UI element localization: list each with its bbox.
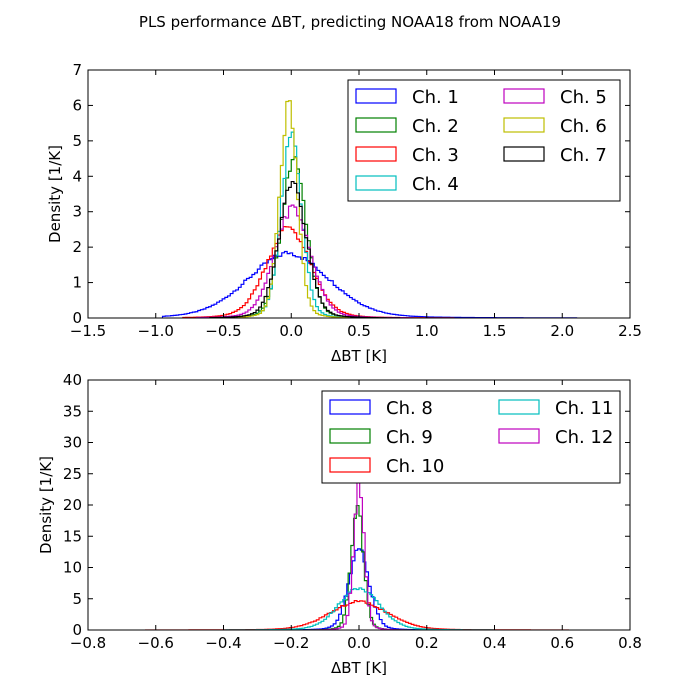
x-axis-label: ΔBT [K]	[331, 659, 387, 677]
legend-entry: Ch. 11	[555, 398, 613, 419]
y-tick-label: 0	[72, 621, 82, 639]
legend: Ch. 8 Ch. 9 Ch. 10 Ch. 11 Ch. 12	[321, 390, 621, 484]
x-tick-label: −0.4	[205, 634, 241, 652]
x-tick-label: −1.0	[138, 322, 174, 340]
y-tick-label: 35	[63, 402, 82, 420]
legend-swatch	[329, 457, 371, 473]
legend-entry: Ch. 1	[412, 87, 459, 108]
legend-box	[321, 390, 621, 484]
x-tick-label: 0.6	[550, 634, 574, 652]
legend-entry: Ch. 10	[386, 456, 444, 477]
y-tick-label: 40	[63, 371, 82, 389]
y-tick-label: 5	[72, 590, 82, 608]
legend-swatch	[503, 88, 545, 104]
legend: Ch. 1 Ch. 2 Ch. 3 Ch. 4 Ch. 5 Ch. 6 Ch. 7	[347, 79, 621, 202]
legend-swatch	[329, 399, 371, 415]
legend-entry: Ch. 2	[412, 116, 459, 137]
legend-entry: Ch. 5	[560, 87, 607, 108]
x-tick-label: 1.0	[415, 322, 439, 340]
legend-entry: Ch. 3	[412, 145, 459, 166]
y-tick-label: 10	[63, 559, 82, 577]
figure-title: PLS performance ΔBT, predicting NOAA18 f…	[139, 13, 561, 31]
legend-swatch	[503, 117, 545, 133]
x-tick-label: −0.5	[205, 322, 241, 340]
x-axis-label: ΔBT [K]	[331, 347, 387, 365]
legend-swatch	[329, 428, 371, 444]
legend-swatch	[498, 428, 540, 444]
legend-entry: Ch. 4	[412, 174, 459, 195]
legend-swatch	[355, 175, 397, 191]
x-tick-label: −0.6	[138, 634, 174, 652]
y-tick-label: 15	[63, 527, 82, 545]
legend-entry: Ch. 12	[555, 427, 613, 448]
legend-entry: Ch. 9	[386, 427, 433, 448]
x-tick-label: 2.0	[550, 322, 574, 340]
x-tick-label: 0.5	[347, 322, 371, 340]
x-tick-label: 0.0	[279, 322, 303, 340]
y-tick-label: 1	[72, 274, 82, 292]
y-tick-label: 4	[72, 167, 82, 185]
y-tick-label: 25	[63, 465, 82, 483]
x-tick-label: 2.5	[618, 322, 642, 340]
x-tick-label: −1.5	[70, 322, 106, 340]
y-tick-label: 30	[63, 434, 82, 452]
x-tick-label: −0.8	[70, 634, 106, 652]
x-tick-label: 1.5	[483, 322, 507, 340]
x-tick-label: 0.2	[415, 634, 439, 652]
y-tick-label: 20	[63, 496, 82, 514]
legend-entry: Ch. 6	[560, 116, 607, 137]
y-tick-label: 6	[72, 96, 82, 114]
legend-swatch	[498, 399, 540, 415]
y-tick-label: 5	[72, 132, 82, 150]
y-tick-label: 3	[72, 203, 82, 221]
legend-entry: Ch. 8	[386, 398, 433, 419]
legend-swatch	[355, 146, 397, 162]
y-tick-label: 2	[72, 238, 82, 256]
y-tick-label: 7	[72, 61, 82, 79]
x-tick-label: 0.4	[483, 634, 507, 652]
legend-swatch	[355, 117, 397, 133]
y-axis-label: Density [1/K]	[46, 145, 64, 243]
x-tick-label: −0.2	[273, 634, 309, 652]
legend-box	[347, 79, 621, 202]
x-tick-label: 0.8	[618, 634, 642, 652]
top-histogram-chart: −1.5 −1.0 −0.5 0.0 0.5 1.0 1.5 2.0 2.5 0 1 2 3 4 5 6 7 ΔB…	[46, 61, 642, 365]
legend-entry: Ch. 7	[560, 145, 607, 166]
bottom-histogram-chart: −0.8 −0.6 −0.4 −0.2 0.0 0.2 0.4 0.6 0.8 0 5 10 15 20 2…	[37, 371, 642, 677]
y-axis-label: Density [1/K]	[37, 456, 55, 554]
y-tick-label: 0	[72, 309, 82, 327]
legend-swatch	[503, 146, 545, 162]
x-tick-label: 0.0	[347, 634, 371, 652]
legend-swatch	[355, 88, 397, 104]
